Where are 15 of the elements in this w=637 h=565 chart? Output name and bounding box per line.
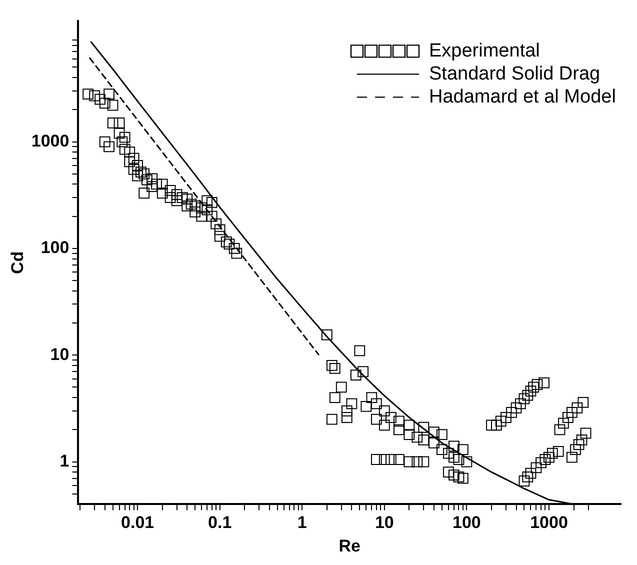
x-tick-label: 0.1	[208, 513, 232, 532]
y-tick-label: 1	[60, 451, 70, 470]
legend-label: Experimental	[429, 40, 540, 62]
y-axis-title: Cd	[8, 251, 27, 274]
x-axis-title: Re	[338, 536, 360, 556]
x-tick-label: 1000	[530, 513, 568, 532]
x-tick-label: 100	[452, 513, 481, 532]
y-tick-label: 1000	[31, 131, 70, 150]
y-tick-label: 10	[50, 344, 70, 364]
x-tick-label: 0.01	[121, 513, 154, 532]
y-tick-label: 100	[40, 238, 70, 258]
legend-label: Hadamard et al Model	[429, 86, 616, 108]
x-tick-label: 10	[374, 513, 394, 532]
x-tick-label: 1	[297, 513, 307, 532]
legend-label: Standard Solid Drag	[429, 63, 600, 84]
